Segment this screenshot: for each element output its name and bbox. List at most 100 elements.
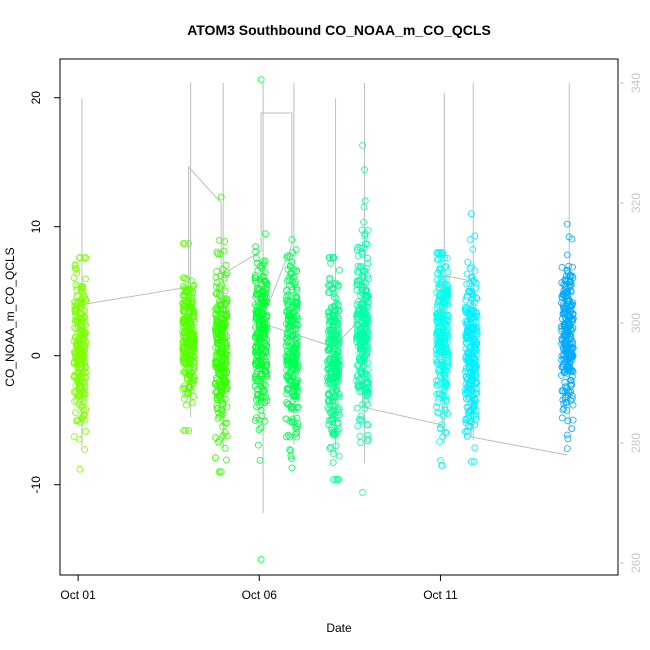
data-point (333, 335, 341, 343)
data-point (254, 331, 262, 339)
data-point (328, 317, 336, 325)
data-point (189, 376, 197, 384)
data-point (189, 379, 196, 387)
data-point (354, 281, 362, 288)
data-point (565, 324, 573, 332)
data-point (442, 292, 450, 300)
data-point (363, 311, 371, 319)
data-point (78, 330, 86, 338)
data-point (462, 390, 469, 398)
data-point (286, 433, 294, 441)
data-point (74, 283, 82, 291)
data-point (441, 372, 449, 380)
data-point (568, 425, 576, 433)
data-point (216, 382, 224, 390)
data-point (567, 376, 575, 384)
data-point (72, 338, 80, 346)
data-point (180, 395, 188, 403)
data-point (213, 317, 221, 325)
data-point (70, 274, 78, 282)
data-point (464, 258, 472, 266)
data-point (213, 382, 221, 390)
data-point (71, 398, 78, 405)
data-point (327, 305, 335, 313)
data-point (213, 396, 221, 403)
data-point (292, 284, 300, 292)
data-point (183, 360, 191, 367)
data-point (283, 399, 290, 406)
data-point (188, 305, 195, 313)
data-point (355, 304, 363, 312)
data-point (336, 339, 343, 347)
data-point (283, 252, 291, 260)
data-point (471, 396, 479, 404)
data-point (361, 404, 369, 412)
data-point (251, 272, 259, 279)
data-point (82, 364, 89, 372)
data-point (263, 311, 271, 319)
data-point (336, 266, 343, 274)
data-point (293, 392, 301, 400)
data-point (214, 308, 222, 315)
data-point (258, 262, 266, 270)
data-point (286, 446, 294, 454)
data-point (252, 344, 260, 352)
data-point (441, 262, 449, 270)
data-point (364, 388, 372, 396)
data-point (329, 430, 337, 438)
data-point (467, 385, 475, 393)
data-point (565, 296, 573, 304)
data-point (79, 283, 86, 291)
data-point (255, 317, 263, 325)
data-point (223, 419, 231, 427)
data-point (563, 297, 571, 305)
data-point (290, 392, 298, 400)
data-point (221, 323, 229, 331)
series-2 (179, 240, 199, 434)
y2-tick-label: 260 (629, 553, 643, 573)
data-point (558, 414, 566, 422)
data-point (182, 390, 190, 398)
data-point (327, 341, 335, 349)
data-point (326, 317, 334, 325)
data-point (252, 363, 260, 371)
data-point (255, 426, 263, 434)
data-point-max (76, 254, 84, 262)
data-point (362, 397, 370, 405)
data-point (72, 409, 79, 417)
data-point (358, 387, 366, 395)
series-5 (282, 236, 302, 472)
data-point (354, 361, 361, 369)
data-point-min (330, 476, 338, 483)
data-point (222, 313, 230, 320)
data-point (219, 422, 226, 430)
data-point (566, 282, 574, 290)
data-point (82, 321, 90, 329)
data-point (254, 441, 262, 449)
data-point (563, 345, 571, 352)
data-point (353, 372, 361, 380)
data-point (439, 251, 446, 259)
data-point (293, 333, 301, 341)
data-point (77, 360, 85, 368)
data-point (215, 468, 223, 476)
data-point (215, 436, 223, 444)
data-point (188, 300, 196, 308)
data-point (189, 282, 197, 290)
data-point-max (359, 141, 367, 149)
data-point (71, 261, 79, 269)
data-point (187, 291, 195, 299)
data-point (469, 412, 477, 420)
data-point (441, 406, 449, 414)
data-point (288, 418, 296, 426)
data-point (436, 380, 444, 388)
data-point (433, 390, 441, 398)
series-10 (558, 220, 577, 453)
data-point (442, 281, 450, 288)
data-point (354, 422, 362, 430)
data-point (293, 340, 301, 348)
data-point (260, 333, 268, 341)
data-point (282, 415, 290, 423)
data-point (260, 299, 268, 307)
